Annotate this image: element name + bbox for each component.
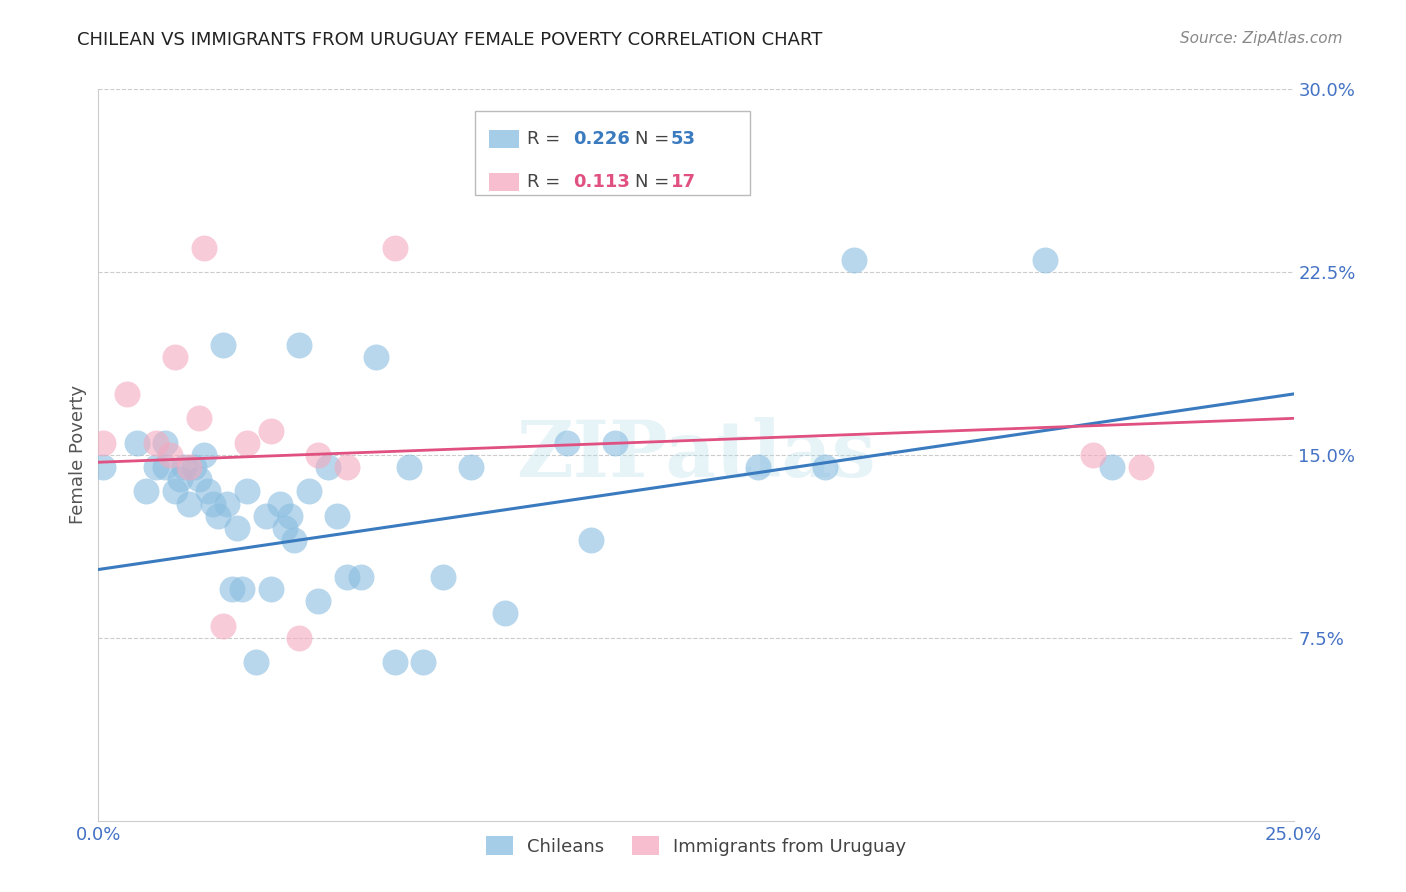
- Point: [1101, 460, 1123, 475]
- Point: [1129, 460, 1152, 475]
- Point: [603, 435, 626, 450]
- Point: [288, 631, 311, 645]
- Point: [288, 338, 311, 352]
- FancyBboxPatch shape: [475, 112, 749, 195]
- Point: [579, 533, 602, 548]
- Point: [661, 155, 683, 169]
- Point: [125, 435, 148, 450]
- Point: [159, 448, 181, 462]
- Text: 17: 17: [671, 173, 696, 191]
- Text: 0.113: 0.113: [572, 173, 630, 191]
- Point: [217, 497, 239, 511]
- Text: N =: N =: [636, 130, 675, 148]
- Point: [842, 252, 865, 267]
- Point: [814, 460, 837, 475]
- Point: [274, 521, 297, 535]
- Point: [135, 484, 157, 499]
- Point: [226, 521, 249, 535]
- Point: [155, 435, 177, 450]
- Point: [298, 484, 321, 499]
- Point: [283, 533, 305, 548]
- Point: [259, 582, 281, 596]
- Bar: [489, 173, 519, 191]
- Point: [384, 241, 406, 255]
- Point: [155, 460, 177, 475]
- Text: Source: ZipAtlas.com: Source: ZipAtlas.com: [1180, 31, 1343, 46]
- Point: [307, 448, 329, 462]
- Point: [211, 338, 233, 352]
- Point: [278, 508, 301, 523]
- Text: N =: N =: [636, 173, 675, 191]
- Point: [398, 460, 420, 475]
- Point: [350, 570, 373, 584]
- Point: [179, 497, 201, 511]
- Text: R =: R =: [527, 130, 567, 148]
- Point: [183, 460, 205, 475]
- Point: [91, 460, 114, 475]
- Point: [197, 484, 219, 499]
- Bar: [489, 130, 519, 148]
- Point: [269, 497, 291, 511]
- Point: [221, 582, 243, 596]
- Point: [245, 655, 267, 669]
- Point: [115, 387, 138, 401]
- Point: [384, 655, 406, 669]
- Point: [527, 131, 550, 145]
- Point: [202, 497, 225, 511]
- Point: [187, 472, 209, 486]
- Point: [187, 411, 209, 425]
- Legend: Chileans, Immigrants from Uruguay: Chileans, Immigrants from Uruguay: [478, 829, 914, 863]
- Point: [254, 508, 277, 523]
- Point: [364, 351, 387, 365]
- Y-axis label: Female Poverty: Female Poverty: [69, 385, 87, 524]
- Point: [326, 508, 349, 523]
- Point: [1033, 252, 1056, 267]
- Point: [211, 618, 233, 632]
- Point: [207, 508, 229, 523]
- Point: [169, 472, 191, 486]
- Point: [145, 435, 167, 450]
- Text: 0.226: 0.226: [572, 130, 630, 148]
- Text: 53: 53: [671, 130, 696, 148]
- Point: [412, 655, 434, 669]
- Point: [460, 460, 482, 475]
- Point: [163, 351, 186, 365]
- Point: [179, 460, 201, 475]
- Point: [1081, 448, 1104, 462]
- Point: [259, 424, 281, 438]
- Point: [193, 448, 215, 462]
- Point: [747, 460, 769, 475]
- Point: [231, 582, 253, 596]
- Point: [432, 570, 454, 584]
- Text: R =: R =: [527, 173, 572, 191]
- Point: [307, 594, 329, 608]
- Point: [555, 435, 578, 450]
- Point: [336, 460, 359, 475]
- Point: [193, 241, 215, 255]
- Point: [316, 460, 339, 475]
- Point: [145, 460, 167, 475]
- Point: [336, 570, 359, 584]
- Point: [494, 607, 516, 621]
- Text: ZIPatlas: ZIPatlas: [516, 417, 876, 493]
- Point: [235, 484, 257, 499]
- Point: [173, 460, 195, 475]
- Point: [163, 484, 186, 499]
- Text: CHILEAN VS IMMIGRANTS FROM URUGUAY FEMALE POVERTY CORRELATION CHART: CHILEAN VS IMMIGRANTS FROM URUGUAY FEMAL…: [77, 31, 823, 49]
- Point: [235, 435, 257, 450]
- Point: [91, 435, 114, 450]
